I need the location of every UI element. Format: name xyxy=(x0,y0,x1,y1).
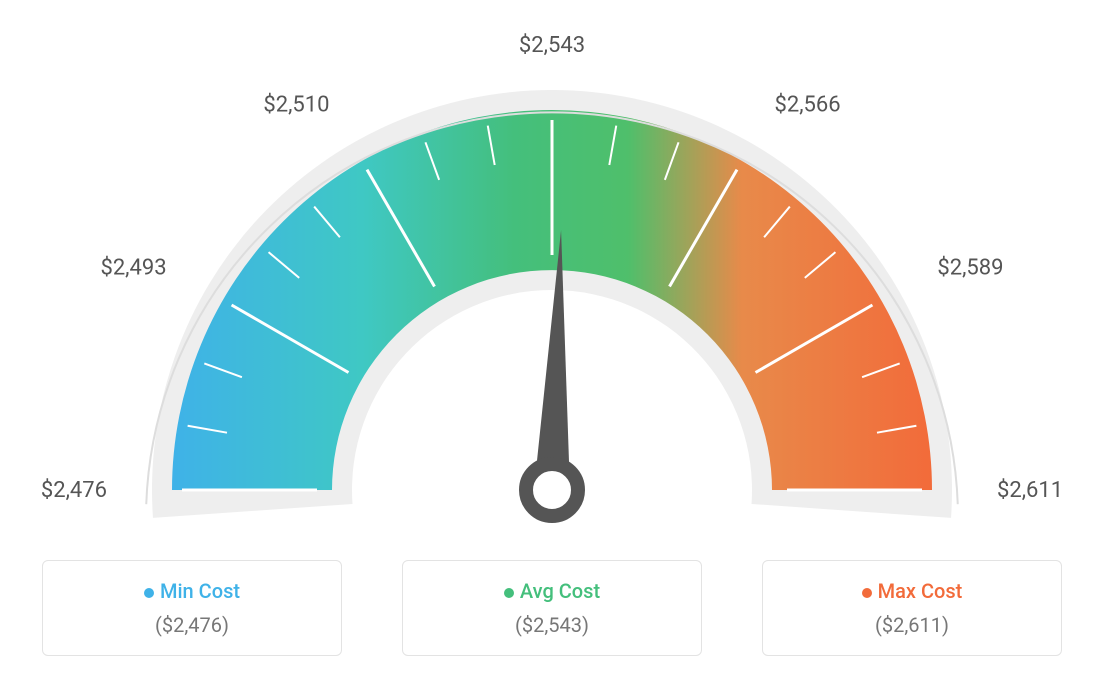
legend-label-min: Min Cost xyxy=(160,579,240,603)
gauge-hub xyxy=(526,464,578,516)
legend-label-avg: Avg Cost xyxy=(520,579,600,603)
legend-card-avg: Avg Cost ($2,543) xyxy=(402,560,702,656)
gauge-tick-label: $2,611 xyxy=(997,478,1063,503)
gauge-tick-label: $2,566 xyxy=(775,93,841,118)
legend-value-avg: ($2,543) xyxy=(413,613,691,637)
gauge-tick-label: $2,493 xyxy=(100,256,166,281)
gauge-tick-label: $2,543 xyxy=(519,33,585,58)
gauge-tick-label: $2,510 xyxy=(263,93,329,118)
legend-label-max: Max Cost xyxy=(878,579,963,603)
legend-value-min: ($2,476) xyxy=(53,613,331,637)
legend-title-max: Max Cost xyxy=(773,579,1051,603)
legend-value-max: ($2,611) xyxy=(773,613,1051,637)
dot-icon xyxy=(504,588,514,598)
legend-card-max: Max Cost ($2,611) xyxy=(762,560,1062,656)
gauge-svg: $2,476 $2,493 $2,510 $2,543 $2,566 $2,589 $2,6… xyxy=(22,20,1082,540)
legend-title-min: Min Cost xyxy=(53,579,331,603)
gauge-tick-label: $2,476 xyxy=(41,478,107,503)
dot-icon xyxy=(862,588,872,598)
dot-icon xyxy=(144,588,154,598)
gauge-chart: $2,476 $2,493 $2,510 $2,543 $2,566 $2,589 $2,6… xyxy=(22,20,1082,540)
legend-row: Min Cost ($2,476) Avg Cost ($2,543) Max … xyxy=(20,560,1084,656)
legend-card-min: Min Cost ($2,476) xyxy=(42,560,342,656)
legend-title-avg: Avg Cost xyxy=(413,579,691,603)
gauge-tick-label: $2,589 xyxy=(937,256,1003,281)
